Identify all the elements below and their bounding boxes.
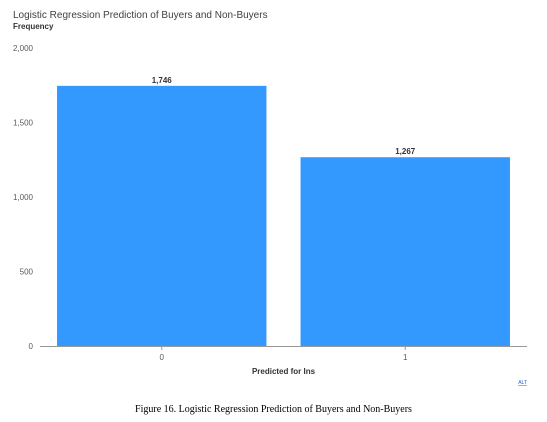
footnote-link[interactable]: ALT: [518, 380, 527, 386]
y-axis-label: Frequency: [13, 22, 54, 31]
y-tick-label: 0: [29, 342, 34, 351]
x-tick-label: 1: [403, 353, 408, 362]
bar: [300, 157, 510, 346]
bar-chart: 0 500 1,000 1,500 2,000 1,746 1,267 0 1 Predic…: [13, 44, 527, 386]
bar-data-label: 1,267: [395, 147, 416, 156]
bar-data-label: 1,746: [152, 76, 173, 85]
bar: [57, 85, 267, 346]
figure-caption: Figure 16. Logistic Regression Predictio…: [135, 404, 412, 415]
x-tick-label: 0: [160, 353, 165, 362]
y-tick-label: 1,500: [13, 119, 34, 128]
y-tick-label: 2,000: [13, 44, 34, 53]
chart-title: Logistic Regression Prediction of Buyers…: [13, 10, 268, 21]
x-axis-label: Predicted for Ins: [252, 367, 316, 376]
y-tick-label: 1,000: [13, 193, 34, 202]
y-tick-label: 500: [20, 268, 34, 277]
